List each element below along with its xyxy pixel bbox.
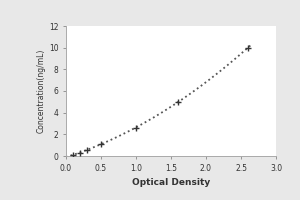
Y-axis label: Concentration(ng/mL): Concentration(ng/mL) — [37, 49, 46, 133]
Point — [70, 153, 75, 157]
Point — [134, 126, 138, 129]
Point — [99, 142, 103, 146]
Point — [85, 148, 89, 151]
Point — [246, 46, 250, 49]
Point — [78, 151, 82, 154]
X-axis label: Optical Density: Optical Density — [132, 178, 210, 187]
Point — [176, 100, 180, 103]
